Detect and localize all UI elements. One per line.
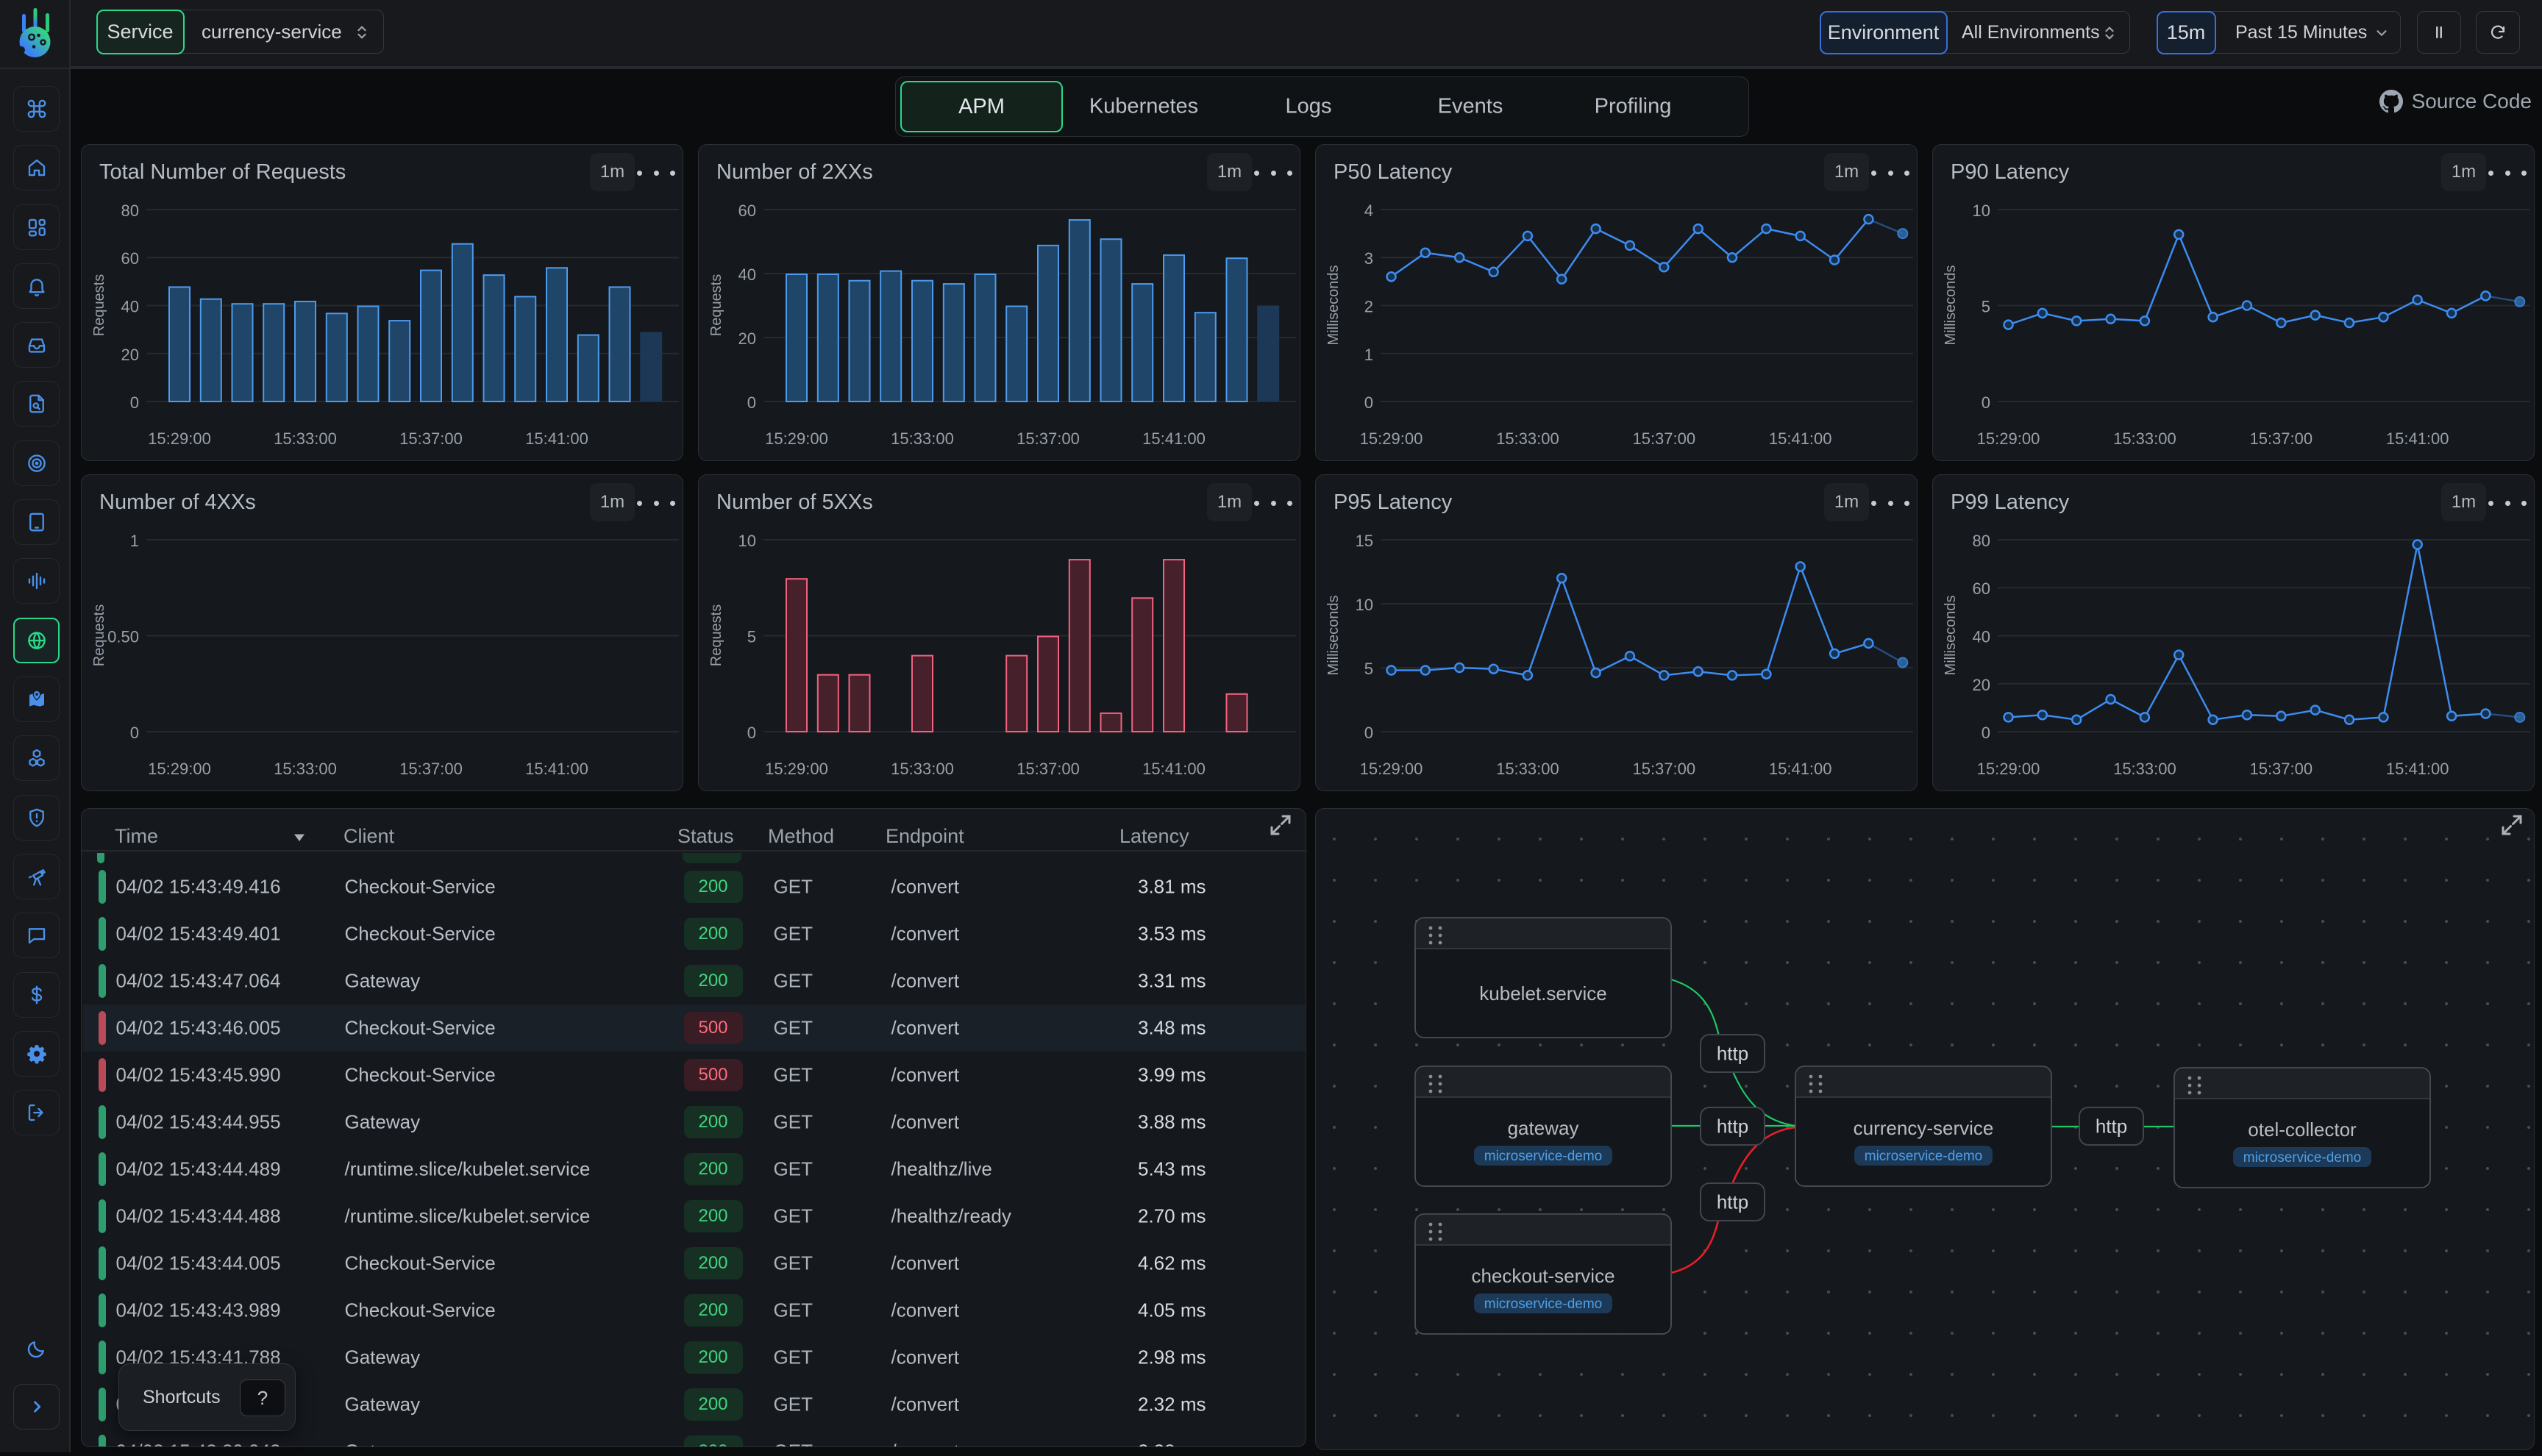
- svg-text:0: 0: [130, 393, 139, 412]
- svg-text:Requests: Requests: [708, 604, 724, 667]
- svg-text:15:41:00: 15:41:00: [1769, 760, 1832, 778]
- svg-text:microservice-demo: microservice-demo: [2243, 1150, 2361, 1166]
- svg-text:15:33:00: 15:33:00: [274, 429, 337, 448]
- svg-text:Milliseconds: Milliseconds: [1943, 265, 1959, 346]
- svg-text:5: 5: [1982, 298, 1990, 316]
- svg-text:40: 40: [1973, 628, 1990, 646]
- svg-text:4: 4: [1364, 201, 1373, 220]
- svg-text:20: 20: [1973, 676, 1990, 694]
- svg-text:15:33:00: 15:33:00: [2113, 429, 2176, 448]
- svg-text:15:41:00: 15:41:00: [1142, 760, 1206, 778]
- svg-text:60: 60: [738, 201, 756, 220]
- svg-text:Milliseconds: Milliseconds: [1943, 596, 1959, 676]
- svg-text:http: http: [2096, 1116, 2127, 1138]
- svg-text:0.50: 0.50: [107, 628, 139, 646]
- svg-text:Requests: Requests: [708, 274, 724, 337]
- svg-text:0: 0: [1982, 724, 1990, 742]
- svg-text:15:41:00: 15:41:00: [1769, 429, 1832, 448]
- svg-text:10: 10: [738, 532, 756, 550]
- svg-text:kubelet.service: kubelet.service: [1479, 982, 1606, 1004]
- svg-text:15:29:00: 15:29:00: [765, 429, 828, 448]
- svg-text:15:37:00: 15:37:00: [2249, 429, 2313, 448]
- svg-text:checkout-service: checkout-service: [1471, 1265, 1614, 1287]
- svg-text:http: http: [1717, 1116, 1748, 1138]
- svg-text:15:37:00: 15:37:00: [2249, 760, 2313, 778]
- svg-text:1: 1: [130, 532, 139, 550]
- svg-text:15:41:00: 15:41:00: [525, 760, 588, 778]
- svg-text:15:29:00: 15:29:00: [1977, 760, 2040, 778]
- svg-text:Milliseconds: Milliseconds: [1325, 596, 1342, 676]
- svg-text:15:37:00: 15:37:00: [1632, 429, 1695, 448]
- svg-text:http: http: [1717, 1191, 1748, 1213]
- svg-text:40: 40: [738, 265, 756, 284]
- svg-text:0: 0: [1982, 393, 1990, 412]
- svg-text:15:41:00: 15:41:00: [1142, 429, 1206, 448]
- svg-text:Requests: Requests: [91, 274, 107, 337]
- svg-text:15:29:00: 15:29:00: [765, 760, 828, 778]
- svg-text:15:33:00: 15:33:00: [891, 760, 954, 778]
- svg-text:2: 2: [1364, 298, 1373, 316]
- svg-text:15:37:00: 15:37:00: [399, 429, 463, 448]
- svg-text:microservice-demo: microservice-demo: [1865, 1149, 1982, 1164]
- svg-text:10: 10: [1973, 201, 1990, 220]
- svg-text:3: 3: [1364, 249, 1373, 268]
- svg-text:currency-service: currency-service: [1854, 1117, 1994, 1139]
- svg-text:60: 60: [1973, 579, 1990, 598]
- svg-text:80: 80: [1973, 532, 1990, 550]
- svg-text:15:37:00: 15:37:00: [399, 760, 463, 778]
- svg-text:15:29:00: 15:29:00: [1360, 429, 1423, 448]
- svg-text:15:37:00: 15:37:00: [1017, 760, 1080, 778]
- svg-text:20: 20: [121, 346, 139, 364]
- svg-text:20: 20: [738, 329, 756, 348]
- svg-text:otel-collector: otel-collector: [2248, 1118, 2357, 1141]
- svg-text:0: 0: [1364, 393, 1373, 412]
- svg-text:gateway: gateway: [1508, 1117, 1579, 1139]
- svg-text:15:33:00: 15:33:00: [1496, 760, 1559, 778]
- svg-text:60: 60: [121, 249, 139, 268]
- svg-text:http: http: [1717, 1043, 1748, 1065]
- svg-text:40: 40: [121, 298, 139, 316]
- svg-text:Milliseconds: Milliseconds: [1325, 265, 1342, 346]
- svg-text:15:29:00: 15:29:00: [1977, 429, 2040, 448]
- svg-text:1: 1: [1364, 346, 1373, 364]
- svg-text:15:33:00: 15:33:00: [2113, 760, 2176, 778]
- svg-text:microservice-demo: microservice-demo: [1484, 1149, 1602, 1164]
- svg-text:15:37:00: 15:37:00: [1017, 429, 1080, 448]
- svg-text:microservice-demo: microservice-demo: [1484, 1296, 1602, 1312]
- svg-text:15:29:00: 15:29:00: [148, 429, 211, 448]
- svg-text:15:33:00: 15:33:00: [891, 429, 954, 448]
- svg-text:15:41:00: 15:41:00: [2386, 429, 2449, 448]
- svg-text:15:41:00: 15:41:00: [525, 429, 588, 448]
- svg-text:15:33:00: 15:33:00: [1496, 429, 1559, 448]
- svg-text:5: 5: [747, 628, 756, 646]
- svg-text:15:37:00: 15:37:00: [1632, 760, 1695, 778]
- svg-text:0: 0: [130, 724, 139, 742]
- svg-text:80: 80: [121, 201, 139, 220]
- svg-text:15: 15: [1356, 532, 1373, 550]
- svg-text:15:41:00: 15:41:00: [2386, 760, 2449, 778]
- svg-text:10: 10: [1356, 596, 1373, 614]
- svg-text:0: 0: [747, 393, 756, 412]
- svg-text:15:29:00: 15:29:00: [148, 760, 211, 778]
- svg-text:0: 0: [747, 724, 756, 742]
- svg-text:Requests: Requests: [91, 604, 107, 667]
- svg-text:0: 0: [1364, 724, 1373, 742]
- svg-text:5: 5: [1364, 660, 1373, 678]
- svg-text:15:33:00: 15:33:00: [274, 760, 337, 778]
- svg-text:15:29:00: 15:29:00: [1360, 760, 1423, 778]
